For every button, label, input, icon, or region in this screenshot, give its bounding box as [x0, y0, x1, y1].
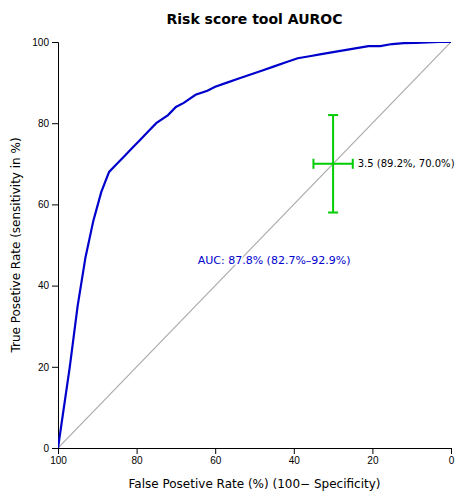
y-axis-title: True Posetive Rate (sensitivity in %): [9, 137, 23, 353]
cutpoint-error-bars: [313, 115, 352, 212]
chart: 100 80 60 40 20 0 0 20 40 60 80 100 3.5 (89.2%, 70.0…: [0, 0, 473, 500]
y-axis-tick-mark: [52, 448, 58, 449]
x-axis-tick: 80: [132, 448, 144, 466]
x-axis: 100 80 60 40 20 0: [50, 448, 455, 466]
plot-area: 100 80 60 40 20 0 0 20 40 60 80 100 3.5 (89.2%, 70.0…: [32, 37, 454, 466]
x-axis-tick-mark: [137, 448, 138, 454]
x-axis-tick: 40: [289, 448, 301, 466]
y-axis-tick-mark: [52, 204, 58, 205]
title: Risk score tool AUROC: [167, 11, 343, 27]
y-axis-tick: 100: [32, 37, 58, 48]
x-axis-tick: 20: [367, 448, 379, 466]
y-axis: 0 20 40 60 80 100: [32, 37, 58, 454]
y-axis-tick-mark: [52, 286, 58, 287]
x-axis-tick-label: 80: [132, 455, 144, 466]
x-axis-tick-label: 100: [50, 455, 67, 466]
y-axis-tick: 0: [43, 443, 58, 454]
x-axis-tick: 100: [50, 448, 67, 466]
y-axis-tick-label: 100: [32, 37, 49, 48]
x-axis-tick-label: 40: [289, 455, 301, 466]
x-axis-line: [59, 449, 452, 455]
x-axis-tick-label: 0: [449, 455, 455, 466]
reference-line: [58, 42, 451, 448]
y-axis-tick-mark: [52, 42, 58, 43]
cutpoint-x-cap-high: [312, 159, 314, 169]
x-axis-title: False Posetive Rate (%) (100− Specificit…: [129, 477, 381, 491]
y-axis-tick-label: 80: [38, 118, 50, 129]
x-axis-tick-mark: [372, 448, 373, 454]
cutpoint-y-cap-high: [328, 114, 338, 116]
roc-curve: [58, 42, 451, 448]
cutpoint-x-cap-low: [352, 159, 354, 169]
y-axis-tick: 60: [38, 199, 58, 210]
x-axis-tick-label: 20: [367, 455, 379, 466]
y-axis-tick: 80: [38, 118, 58, 129]
x-axis-tick-mark: [294, 448, 295, 454]
y-axis-tick: 40: [38, 280, 58, 291]
annotations: 3.5 (89.2%, 70.0%) AUC: 87.8% (82.7%–92.9…: [198, 158, 455, 267]
x-axis-tick-mark: [451, 448, 452, 454]
marks: [58, 42, 451, 448]
x-axis-tick: 60: [210, 448, 222, 466]
cutpoint-label: 3.5 (89.2%, 70.0%): [358, 158, 455, 169]
y-axis-tick-label: 20: [38, 362, 50, 373]
y-axis-tick: 20: [38, 362, 58, 373]
x-axis-tick-mark: [215, 448, 216, 454]
x-axis-tick-label: 60: [210, 455, 222, 466]
cutpoint-y-error: [332, 115, 334, 212]
x-axis-tick: 0: [449, 448, 455, 466]
y-axis-tick-label: 60: [38, 199, 50, 210]
y-axis-tick-label: 0: [43, 443, 49, 454]
y-axis-tick-mark: [52, 123, 58, 124]
cutpoint-y-cap-low: [328, 212, 338, 214]
y-axis-tick-mark: [52, 367, 58, 368]
auc-annotation: AUC: 87.8% (82.7%–92.9%): [198, 254, 351, 267]
y-axis-line: [52, 43, 59, 449]
y-axis-tick-label: 40: [38, 280, 50, 291]
